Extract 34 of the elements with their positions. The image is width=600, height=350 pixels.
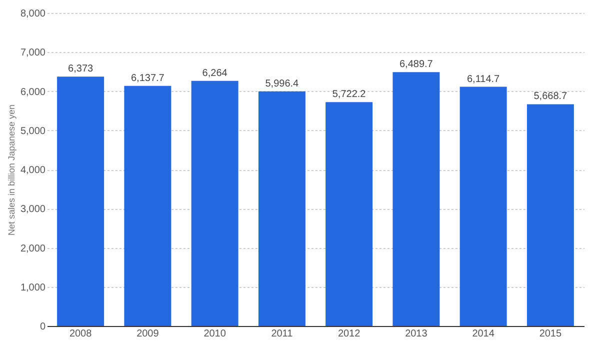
x-tick-label: 2009 [136, 328, 160, 340]
y-tick-label: 6,000 [20, 86, 46, 98]
data-label: 6,114.7 [467, 74, 500, 85]
y-tick-label: 0 [40, 322, 46, 332]
x-tick-label: 2008 [69, 328, 92, 340]
data-label: 5,668.7 [534, 91, 568, 102]
bar [124, 86, 172, 326]
bar [326, 102, 373, 326]
x-tick-label: 2010 [204, 328, 226, 340]
data-label: 5,722.2 [332, 89, 366, 100]
y-tick-label: 8,000 [20, 8, 46, 20]
bar [57, 76, 104, 326]
y-tick-label: 1,000 [20, 282, 46, 294]
data-label: 6,264 [202, 68, 228, 79]
x-tick-label: 2012 [338, 328, 361, 340]
y-axis-title: Net sales in billion Japanese yen [6, 104, 16, 236]
y-tick-label: 3,000 [20, 204, 46, 216]
x-tick-label: 2011 [271, 328, 294, 340]
x-tick-label: 2015 [539, 328, 562, 340]
x-tick-label: 2014 [472, 328, 495, 340]
y-tick-label: 5,000 [20, 126, 46, 137]
data-label: 5,996.4 [265, 78, 300, 90]
bar [191, 80, 238, 326]
x-tick-label: 2013 [405, 328, 428, 340]
data-label: 6,373 [68, 64, 94, 75]
data-label: 6,489.7 [400, 59, 434, 70]
y-tick-label: 7,000 [20, 48, 46, 59]
bar [526, 104, 574, 326]
bar [392, 72, 440, 326]
bar [258, 91, 306, 326]
y-tick-label: 2,000 [20, 243, 46, 254]
y-tick-label: 4,000 [20, 165, 46, 176]
data-label: 6,137.7 [131, 72, 165, 84]
bar [460, 86, 507, 326]
